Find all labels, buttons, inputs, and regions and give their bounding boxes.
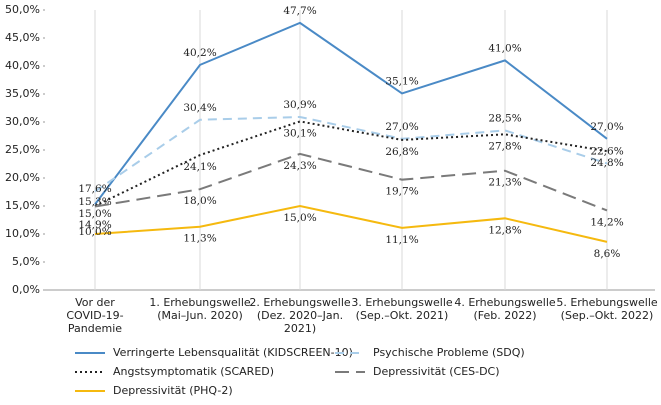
y-tick-label: 5,0% bbox=[12, 255, 40, 268]
data-label: 27,0% bbox=[385, 121, 418, 133]
y-tick-label: 40,0% bbox=[5, 59, 40, 72]
data-label: 30,4% bbox=[183, 102, 216, 114]
data-label: 27,0% bbox=[590, 121, 623, 133]
data-label: 26,8% bbox=[385, 146, 418, 158]
series-line bbox=[94, 120, 608, 207]
series-line bbox=[94, 152, 608, 212]
data-label: 22,6% bbox=[590, 145, 623, 157]
data-label: 19,7% bbox=[385, 186, 418, 198]
data-label: 15,0% bbox=[78, 208, 111, 220]
data-label: 8,6% bbox=[594, 248, 621, 260]
x-tick-label: 1. Erhebungswelle (Mai–Jun. 2020) bbox=[149, 296, 251, 322]
legend-label: Verringerte Lebensqualität (KIDSCREEN-10… bbox=[113, 346, 353, 359]
data-label: 28,5% bbox=[488, 112, 521, 124]
data-label: 24,8% bbox=[590, 157, 623, 169]
data-label: 24,1% bbox=[183, 161, 216, 173]
x-tick-label: 2. Erhebungswelle (Dez. 2020–Jan. 2021) bbox=[249, 296, 351, 335]
data-label: 30,9% bbox=[283, 99, 316, 111]
data-label: 15,0% bbox=[283, 212, 316, 224]
data-label: 40,2% bbox=[183, 47, 216, 59]
data-label: 14,9% bbox=[78, 219, 111, 231]
series-line bbox=[94, 21, 608, 205]
y-tick-label: 25,0% bbox=[5, 143, 40, 156]
legend-label: Depressivität (CES-DC) bbox=[373, 365, 500, 378]
data-label: 41,0% bbox=[488, 42, 521, 54]
y-tick-label: 20,0% bbox=[5, 171, 40, 184]
y-tick-label: 0,0% bbox=[12, 283, 40, 296]
x-tick-label: 3. Erhebungswelle (Sep.–Okt. 2021) bbox=[351, 296, 453, 322]
data-label: 14,2% bbox=[590, 216, 623, 228]
data-label: 10,0% bbox=[78, 226, 111, 238]
legend-label: Psychische Probleme (SDQ) bbox=[373, 346, 525, 359]
data-label: 27,8% bbox=[488, 140, 521, 152]
x-tick-label: 5. Erhebungswelle (Sep.–Okt. 2022) bbox=[556, 296, 658, 322]
y-tick-label: 50,0% bbox=[5, 3, 40, 16]
series-line bbox=[94, 204, 608, 243]
data-label: 35,1% bbox=[385, 75, 418, 87]
data-label: 24,3% bbox=[283, 160, 316, 172]
data-label: 18,0% bbox=[183, 195, 216, 207]
legend-label: Depressivität (PHQ-2) bbox=[113, 384, 233, 397]
data-label: 21,3% bbox=[488, 177, 521, 189]
y-tick-label: 35,0% bbox=[5, 87, 40, 100]
data-label: 47,7% bbox=[283, 5, 316, 17]
y-tick-label: 10,0% bbox=[5, 227, 40, 240]
data-label: 30,1% bbox=[283, 127, 316, 139]
legend-label: Angstsymptomatik (SCARED) bbox=[113, 365, 274, 378]
data-label: 17,6% bbox=[78, 183, 111, 195]
x-tick-label: Vor der COVID-19- Pandemie bbox=[66, 296, 124, 335]
series-line bbox=[94, 115, 608, 193]
data-label: 12,8% bbox=[488, 224, 521, 236]
data-label: 11,1% bbox=[385, 234, 418, 246]
y-tick-label: 30,0% bbox=[5, 115, 40, 128]
y-tick-label: 45,0% bbox=[5, 31, 40, 44]
x-tick-label: 4. Erhebungswelle (Feb. 2022) bbox=[454, 296, 556, 322]
y-tick-label: 15,0% bbox=[5, 199, 40, 212]
data-label: 11,3% bbox=[183, 233, 216, 245]
